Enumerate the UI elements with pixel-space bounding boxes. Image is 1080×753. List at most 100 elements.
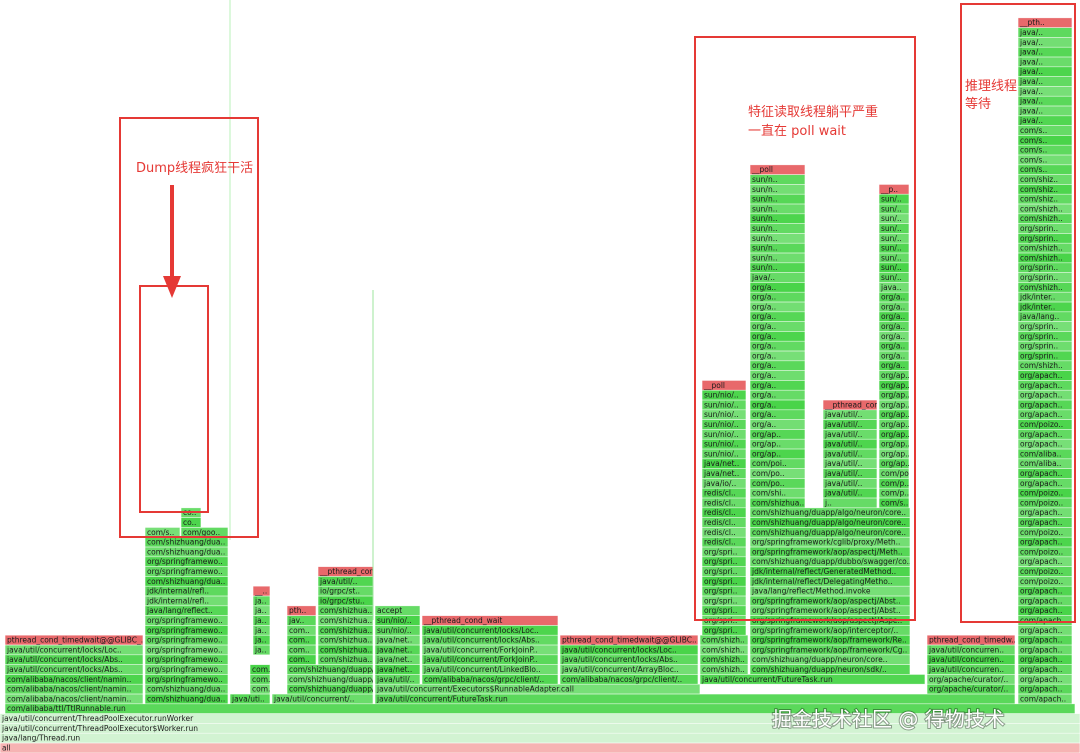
frame[interactable]: com/shizhuang/duapp/neuron/core.. <box>750 654 910 665</box>
frame[interactable]: java/net.. <box>702 458 746 469</box>
frame[interactable]: org/ap.. <box>750 429 805 440</box>
frame[interactable]: java/util/concurrent/locks/Loc.. <box>5 645 143 655</box>
frame[interactable]: java/.. <box>1018 47 1072 58</box>
frame[interactable]: sun/.. <box>879 213 909 224</box>
frame[interactable]: redis/cl.. <box>702 488 746 499</box>
frame[interactable]: com/poizo.. <box>1018 547 1072 557</box>
frame[interactable]: java/util/concurrent/locks/Abs.. <box>422 635 558 646</box>
frame[interactable]: java/util/concurrent/ForkJoinP.. <box>422 654 558 665</box>
frame[interactable]: org/a.. <box>750 341 805 352</box>
frame[interactable]: sun/.. <box>879 204 909 214</box>
frame[interactable]: java/util/concurrent/FutureTask.run <box>700 674 925 685</box>
frame[interactable]: com/alibaba/nacos/client/namin.. <box>5 694 143 704</box>
frame[interactable]: __pthread_cond_wait <box>422 615 558 626</box>
frame[interactable]: org/a.. <box>750 370 805 381</box>
frame[interactable]: com.. <box>287 645 316 655</box>
frame[interactable]: org/springframework/aop/aspectj/Abst.. <box>750 596 910 606</box>
frame[interactable]: java/.. <box>1018 115 1072 126</box>
frame[interactable]: org/a.. <box>879 292 909 303</box>
frame[interactable]: ja.. <box>253 615 270 626</box>
frame[interactable]: java/util/concurrent/ThreadPoolExecutor.… <box>0 713 1080 724</box>
frame[interactable]: pthread_cond_timedwait@@GLIBC_.. <box>5 635 146 646</box>
frame[interactable]: org/springframework/cglib/proxy/Meth.. <box>750 537 910 548</box>
frame[interactable]: com/shiz.. <box>1018 184 1072 195</box>
frame[interactable]: com/shizhuang/dua.. <box>145 694 228 704</box>
frame[interactable]: org/apach.. <box>1018 556 1072 567</box>
frame[interactable]: org/spri.. <box>702 586 746 597</box>
frame[interactable]: com/shizhua.. <box>318 615 373 626</box>
frame[interactable]: __.. <box>253 586 270 597</box>
frame[interactable]: com/shizhuang/dua.. <box>145 537 228 548</box>
frame[interactable]: org/a.. <box>879 331 909 342</box>
frame[interactable]: com/shizhuang/duapp/algo/neuron/core.. <box>750 517 910 528</box>
frame[interactable]: org/spri.. <box>702 625 746 636</box>
frame[interactable]: sun/.. <box>879 262 909 273</box>
frame[interactable]: sun/nio/.. <box>702 409 746 420</box>
frame[interactable]: sun/n.. <box>750 174 805 185</box>
frame[interactable]: sun/n.. <box>750 243 805 253</box>
frame[interactable]: sun/.. <box>879 194 909 204</box>
frame[interactable]: org/springframework/aop/aspectj/Meth.. <box>750 547 910 557</box>
frame[interactable]: com/shiz.. <box>1018 194 1072 204</box>
frame[interactable]: org/apache/curator/.. <box>927 684 1015 695</box>
frame[interactable]: com/shizhua.. <box>318 645 373 655</box>
frame[interactable]: java/util/.. <box>823 409 877 420</box>
frame[interactable]: com/po.. <box>750 468 805 479</box>
frame[interactable]: org/apach.. <box>1018 439 1072 450</box>
frame[interactable]: org/springframewo.. <box>145 645 228 655</box>
frame[interactable]: java/util/concurren.. <box>927 664 1015 675</box>
frame[interactable]: jdk/inter.. <box>1018 302 1072 312</box>
frame[interactable]: com/shizh.. <box>1018 204 1072 214</box>
frame[interactable]: org/sprin.. <box>1018 341 1072 352</box>
frame[interactable]: org/apach.. <box>1018 468 1072 479</box>
frame[interactable]: com/shizh.. <box>1018 243 1072 253</box>
frame[interactable]: org/ap.. <box>879 439 910 450</box>
frame[interactable]: org/springframewo.. <box>145 664 228 675</box>
frame[interactable]: java/net.. <box>702 468 746 479</box>
frame[interactable]: ja.. <box>253 596 270 606</box>
frame[interactable]: com/p.. <box>879 488 909 499</box>
frame[interactable]: java/util/concurren.. <box>927 654 1015 665</box>
frame[interactable]: java/net.. <box>375 635 420 646</box>
frame[interactable]: sun/n.. <box>750 262 805 273</box>
frame[interactable]: org/ap.. <box>750 439 805 450</box>
frame[interactable]: jav.. <box>287 615 316 626</box>
frame[interactable]: com/shizhua.. <box>318 635 373 646</box>
frame[interactable]: org/springframewo.. <box>145 556 228 567</box>
frame[interactable]: org/apach.. <box>1018 654 1072 665</box>
frame[interactable]: all <box>0 743 1080 753</box>
frame[interactable]: java/util/concurrent/LinkedBlo.. <box>422 664 558 675</box>
frame[interactable]: org/springframewo.. <box>145 615 228 626</box>
frame[interactable]: org/ap.. <box>879 409 910 420</box>
frame[interactable]: __p.. <box>879 184 909 195</box>
frame[interactable]: jdk/inter.. <box>1018 292 1072 303</box>
frame[interactable]: org/sprin.. <box>1018 272 1072 283</box>
frame[interactable]: sun/nio/.. <box>702 400 746 410</box>
frame[interactable]: org/sprin.. <box>1018 262 1072 273</box>
frame[interactable]: java/util/.. <box>823 478 877 489</box>
frame[interactable]: org/apach.. <box>1018 645 1072 655</box>
frame[interactable]: java/net.. <box>375 654 420 665</box>
frame[interactable]: org/a.. <box>750 400 805 410</box>
frame[interactable]: com/poizo.. <box>1018 527 1072 538</box>
frame[interactable]: java/.. <box>1018 86 1072 97</box>
frame[interactable]: org/a.. <box>750 360 805 371</box>
frame[interactable]: java/lang/reflect/Method.invoke <box>750 586 910 597</box>
frame[interactable]: com/alibaba/ttl/TtlRunnable.run <box>5 703 1075 714</box>
frame[interactable]: com/poizo.. <box>1018 498 1072 508</box>
frame[interactable]: org/apach.. <box>1018 400 1072 410</box>
frame[interactable]: java/util/.. <box>823 419 877 430</box>
frame[interactable]: java/util/concurrent/Executors$RunnableA… <box>375 684 700 695</box>
frame[interactable]: redis/cl.. <box>702 537 746 548</box>
frame[interactable]: org/springframework/aop/framework/Cg.. <box>750 645 910 655</box>
frame[interactable]: org/apache/curator/.. <box>927 674 1015 685</box>
frame[interactable]: org/apach.. <box>1018 664 1072 675</box>
frame[interactable]: org/ap.. <box>879 370 910 381</box>
frame[interactable]: org/apach.. <box>1018 390 1072 401</box>
frame[interactable]: org/a.. <box>750 282 805 293</box>
frame[interactable]: com/s.. <box>1018 135 1072 146</box>
frame[interactable]: org/ap.. <box>879 419 910 430</box>
frame[interactable]: com/s.. <box>1018 155 1072 165</box>
frame[interactable]: java/util/concurren.. <box>927 645 1015 655</box>
frame[interactable]: java/lang.. <box>1018 311 1072 322</box>
